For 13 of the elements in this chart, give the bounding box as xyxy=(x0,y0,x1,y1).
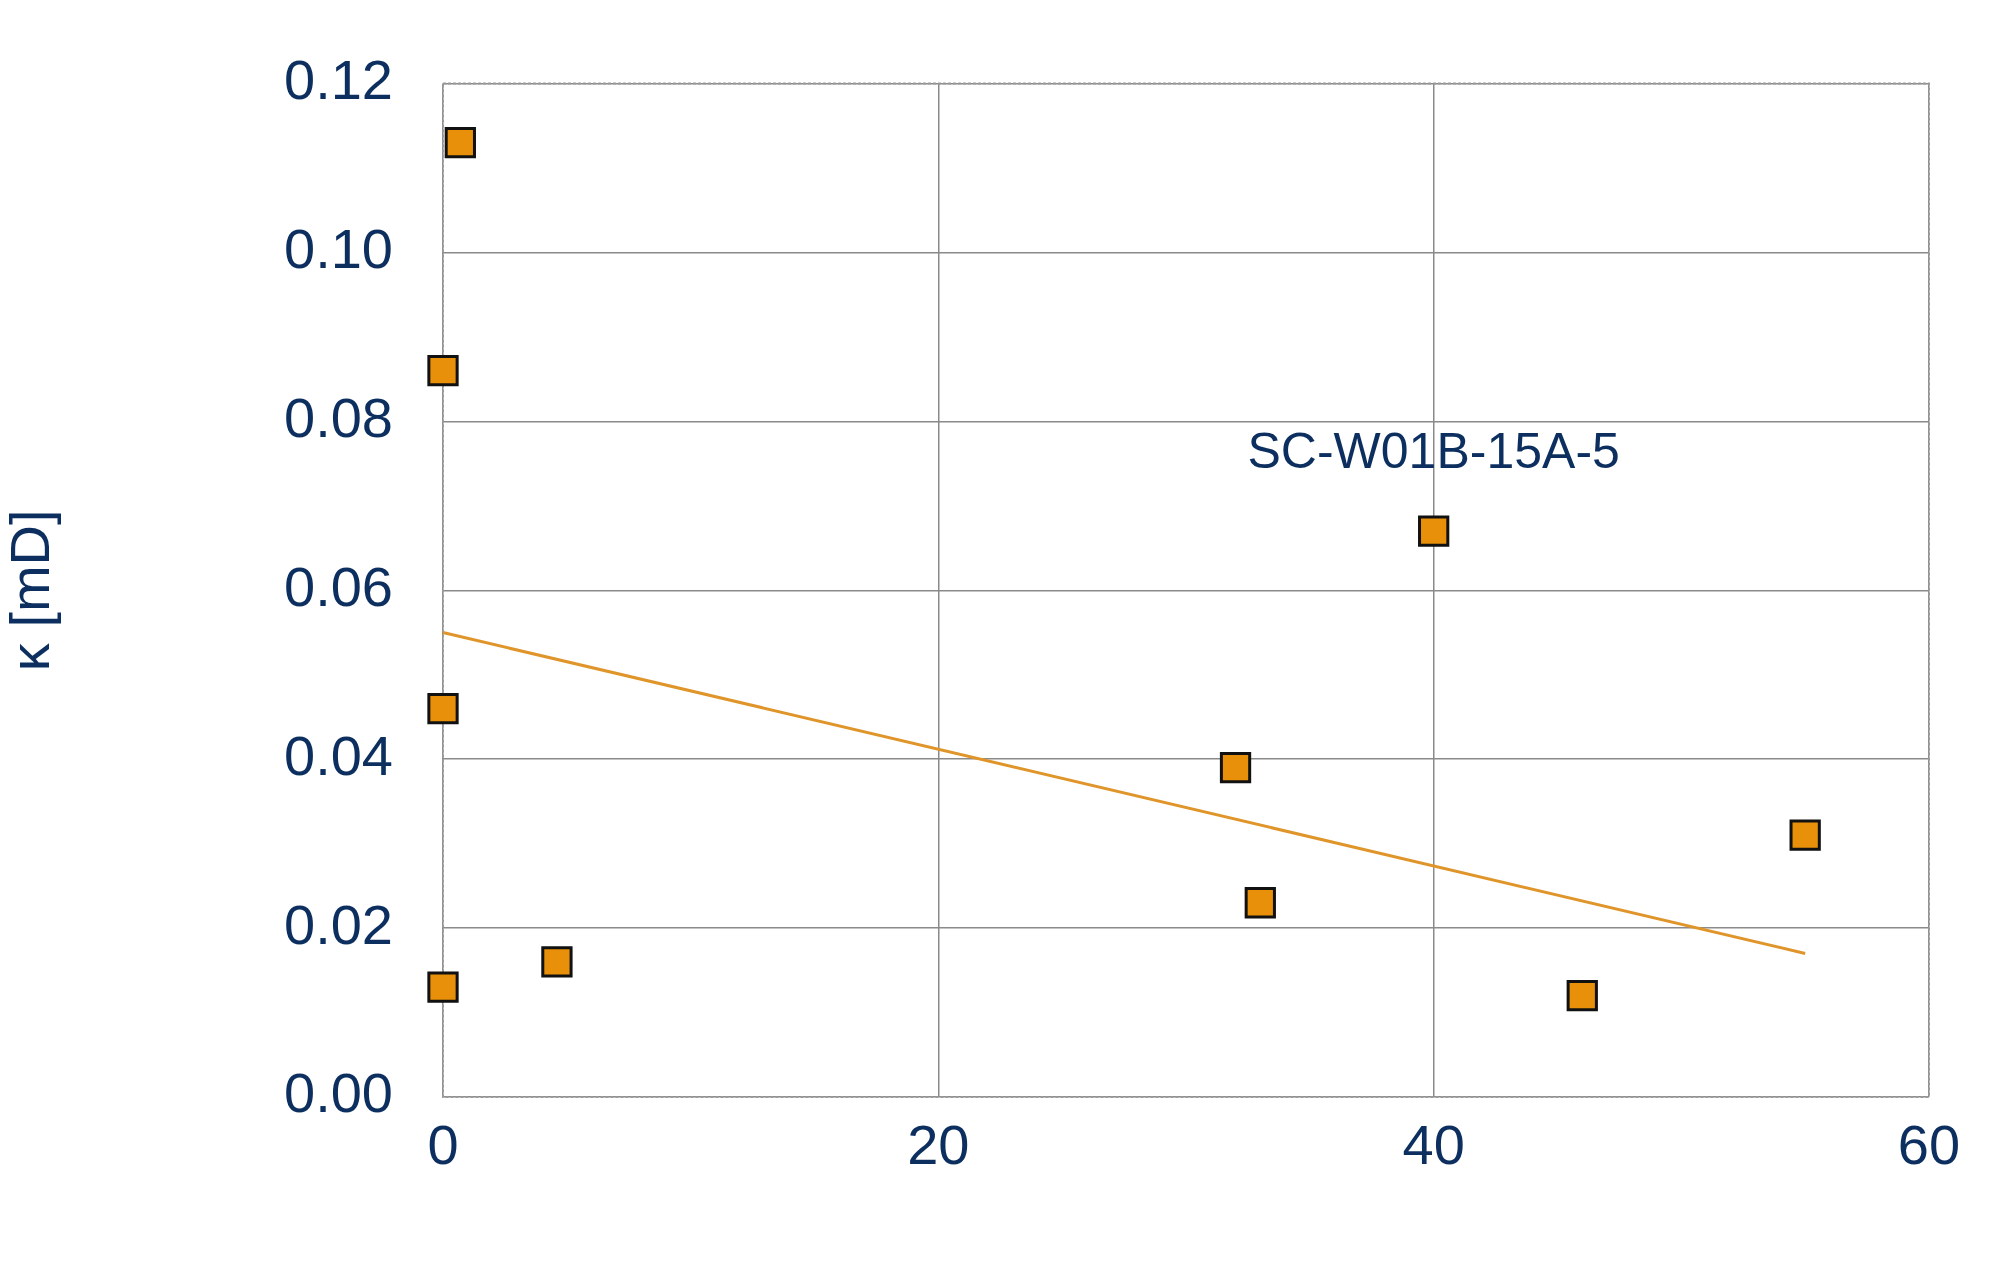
y-tick-label: 0.02 xyxy=(284,892,393,956)
y-tick-label: 0.12 xyxy=(284,48,393,112)
x-tick-label: 60 xyxy=(1897,1113,1961,1177)
annotation: SC-W01B-15A-5 xyxy=(1247,422,1620,479)
y-tick-label: 0.04 xyxy=(284,723,393,787)
y-tick-label: 0.00 xyxy=(284,1061,393,1125)
y-tick-label: 0.08 xyxy=(284,385,393,449)
y-tick-label: 0.06 xyxy=(284,554,393,618)
x-tick-label: 20 xyxy=(907,1113,970,1177)
x-tick-label: 0 xyxy=(427,1113,459,1177)
y-tick-label: 0.10 xyxy=(284,216,393,280)
x-tick-label: 40 xyxy=(1402,1113,1465,1177)
y-axis-title: κ [mD] xyxy=(0,509,62,672)
